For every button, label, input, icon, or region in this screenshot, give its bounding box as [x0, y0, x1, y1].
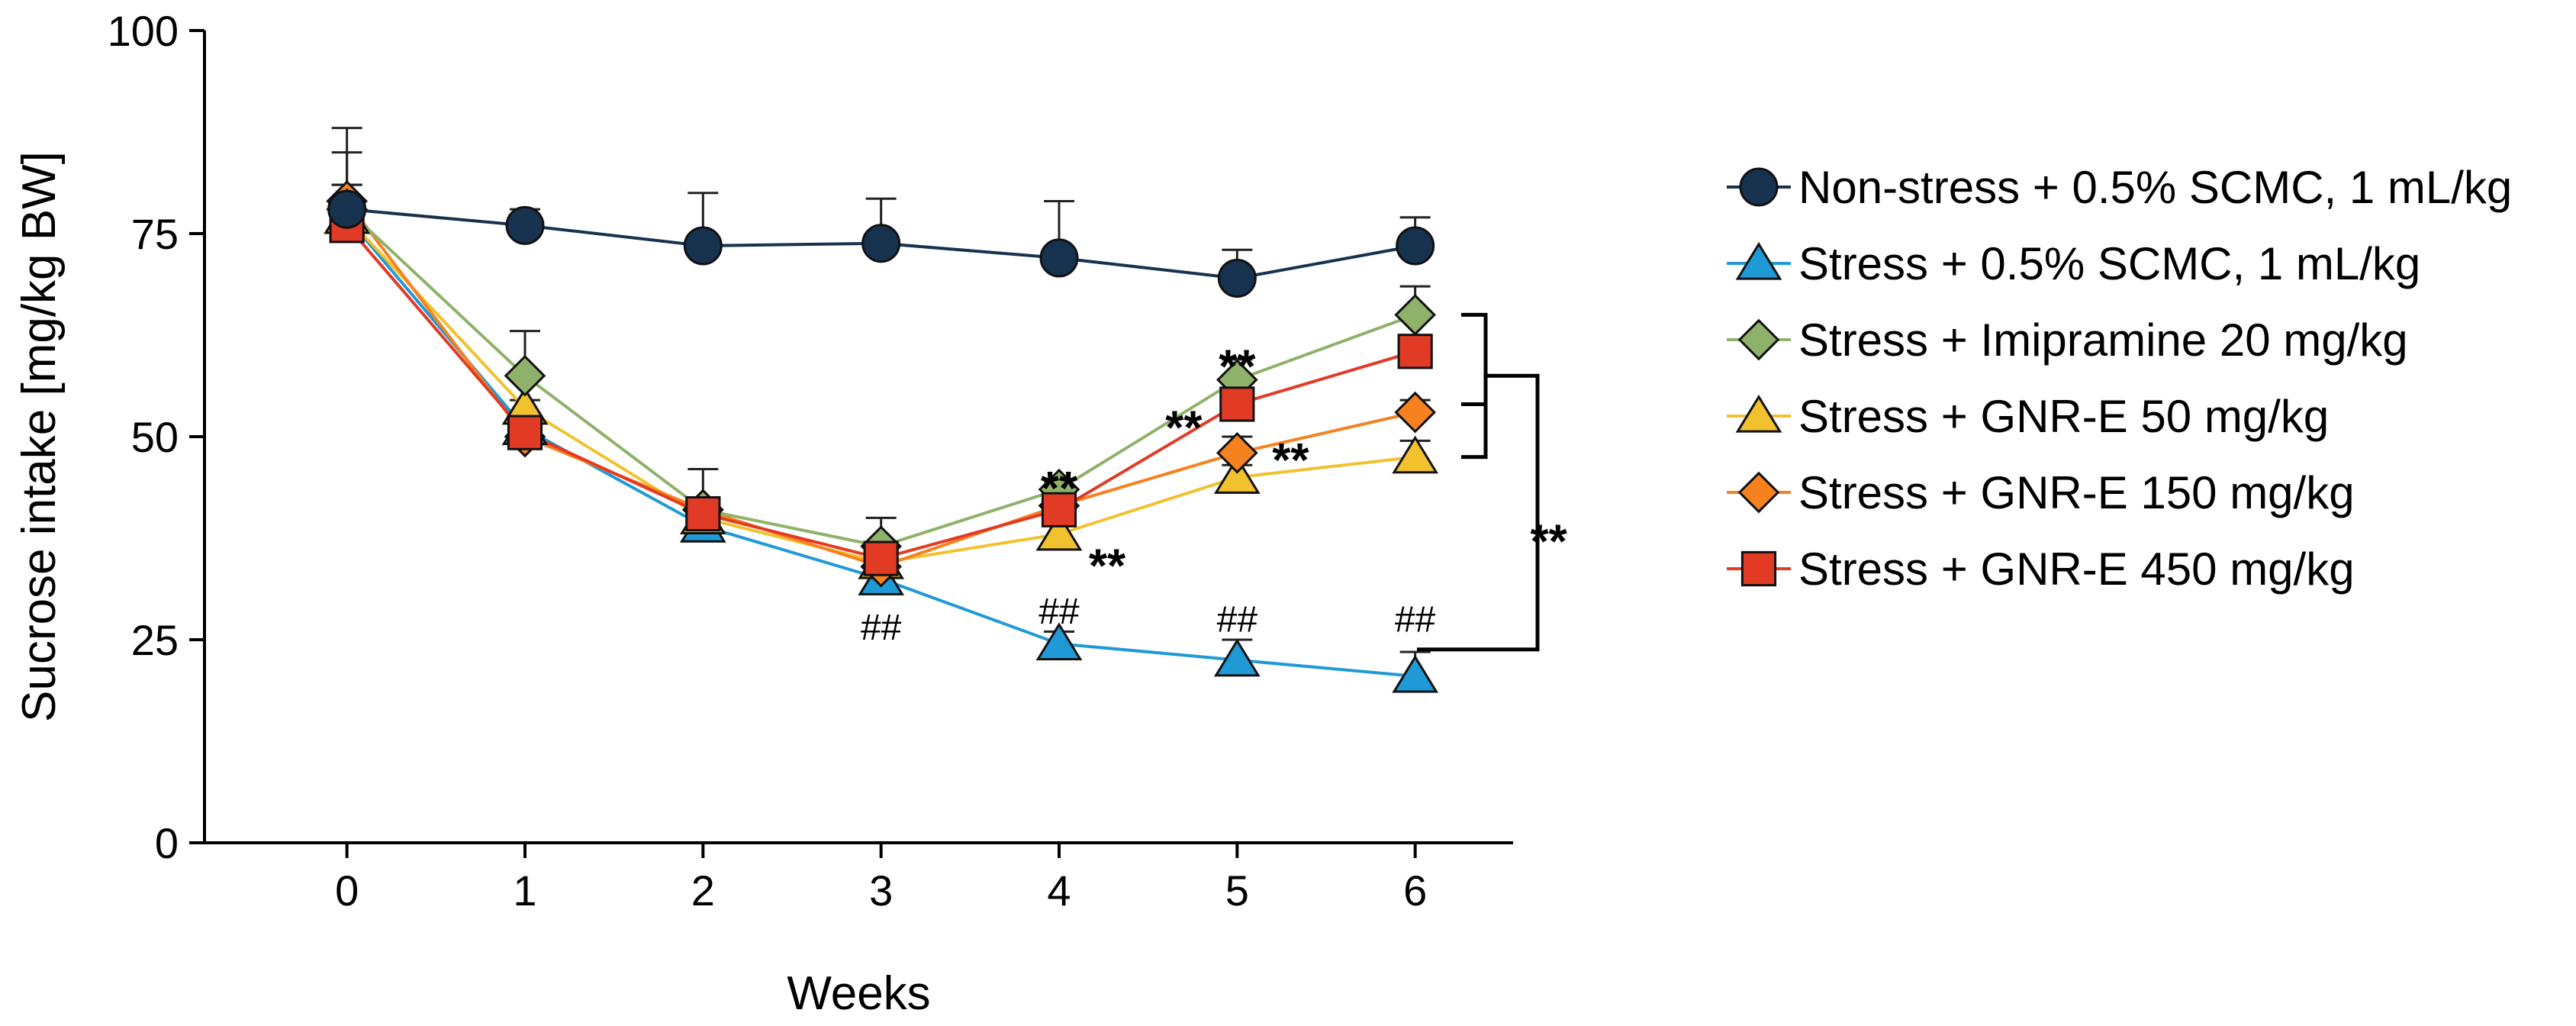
- x-tick-label: 2: [691, 866, 715, 915]
- data-point-1: [327, 189, 367, 229]
- bracket-inner: [1461, 312, 1488, 460]
- significance-hash: ##: [1395, 599, 1436, 640]
- data-point-1: [861, 224, 901, 263]
- data-point-1: [1217, 259, 1257, 298]
- legend-label-5: Stress + GNR-E 150 mg/kg: [1798, 467, 2355, 518]
- significance-stars: **: [1165, 402, 1203, 454]
- legend-label-1: Non-stress + 0.5% SCMC, 1 mL/kg: [1798, 162, 2512, 213]
- data-point-2: [1035, 622, 1083, 660]
- legend-label-3: Stress + Imipramine 20 mg/kg: [1798, 315, 2408, 366]
- legend-label-6: Stress + GNR-E 450 mg/kg: [1798, 544, 2355, 595]
- legend-marker-5: [1737, 471, 1780, 514]
- data-point-5: [1216, 431, 1258, 474]
- significance-annotations: ## ## ## ##************: [861, 341, 1568, 648]
- x-tick-label: 4: [1047, 866, 1071, 915]
- significance-stars: **: [1041, 463, 1078, 515]
- data-point-6: [685, 495, 721, 532]
- data-point-3: [504, 354, 546, 397]
- data-point-6: [1219, 386, 1255, 422]
- data-point-2: [1392, 654, 1439, 693]
- significance-stars: **: [1089, 540, 1126, 592]
- data-point-1: [683, 226, 723, 266]
- x-tick-label: 1: [513, 866, 536, 915]
- data-markers: [324, 180, 1439, 693]
- data-point-4: [1392, 435, 1439, 474]
- y-axis-title: Sucrose intake [mg/kg BW]: [13, 151, 66, 722]
- legend-marker-4: [1735, 394, 1782, 433]
- significance-stars: **: [1272, 434, 1309, 487]
- y-tick-label: 25: [131, 616, 179, 664]
- x-axis-title: Weeks: [787, 967, 930, 1020]
- legend-marker-6: [1740, 550, 1777, 587]
- data-point-6: [863, 540, 899, 576]
- data-point-1: [505, 205, 545, 245]
- legend-marker-1: [1739, 167, 1779, 207]
- data-point-6: [507, 415, 543, 450]
- x-tick-label: 5: [1225, 866, 1249, 915]
- y-tick-label: 100: [108, 7, 179, 55]
- data-point-4: [1035, 512, 1083, 551]
- axes: 0 25 50 75 100 0 1 2 3 4 5 6 Weeks Sucrose intake [mg…: [13, 7, 1513, 1020]
- legend-label-4: Stress + GNR-E 50 mg/kg: [1798, 391, 2329, 442]
- x-tick-label: 3: [869, 866, 893, 915]
- data-point-4: [1213, 456, 1261, 494]
- bracket-outer: [1417, 373, 1540, 652]
- data-point-2: [1213, 638, 1261, 677]
- data-point-6: [1041, 492, 1077, 528]
- x-tick-label: 0: [335, 866, 359, 915]
- data-point-1: [1039, 238, 1079, 278]
- legend-marker-2: [1735, 241, 1782, 280]
- significance-hash: ##: [1038, 592, 1080, 632]
- y-tick-label: 75: [131, 210, 179, 258]
- y-tick-label: 0: [155, 819, 179, 867]
- legend: Non-stress + 0.5% SCMC, 1 mL/kg Stress + …: [1727, 162, 2512, 595]
- y-tick-label: 50: [131, 413, 179, 461]
- significance-hash: ##: [1217, 599, 1258, 640]
- legend-marker-3: [1737, 318, 1780, 361]
- data-point-6: [1397, 334, 1433, 369]
- significance-hash: ##: [861, 608, 902, 648]
- x-tick-label: 6: [1403, 866, 1427, 915]
- significance-stars: **: [1219, 341, 1256, 394]
- data-point-1: [1396, 226, 1435, 266]
- data-point-5: [1394, 391, 1436, 434]
- significance-brackets: [1417, 312, 1540, 652]
- legend-label-2: Stress + 0.5% SCMC, 1 mL/kg: [1798, 238, 2420, 289]
- data-point-3: [1394, 294, 1436, 336]
